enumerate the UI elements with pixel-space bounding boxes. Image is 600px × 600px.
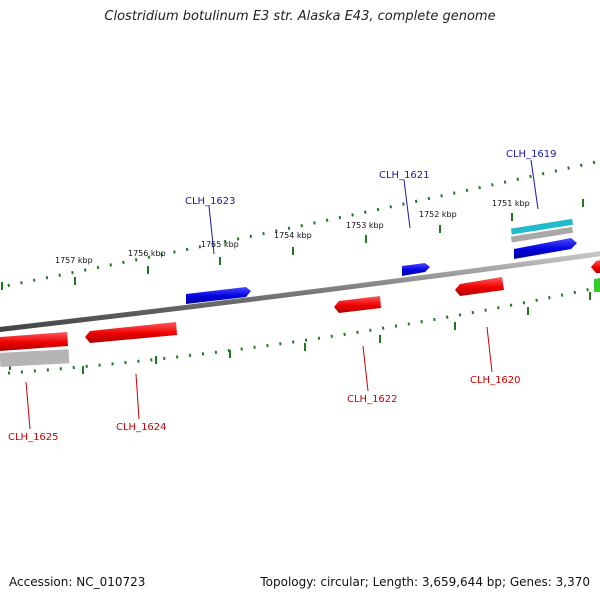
kbp-label: 1754 kbp [274, 231, 312, 240]
gene-label[interactable]: CLH_1619 [506, 149, 557, 160]
gene-label[interactable]: CLH_1624 [116, 422, 167, 433]
gene-label[interactable]: CLH_1620 [470, 375, 521, 386]
label-leaders-forward [208, 159, 539, 255]
rna-feature [510, 218, 574, 235]
gene-label[interactable]: CLH_1623 [185, 196, 236, 207]
gene-arrow[interactable] [455, 277, 504, 296]
gene-label[interactable]: CLH_1625 [8, 432, 59, 443]
kbp-label: 1753 kbp [346, 221, 384, 230]
genome-summary-text: Topology: circular; Length: 3,659,644 bp… [260, 575, 590, 589]
gene-arrow[interactable] [594, 278, 600, 292]
outer-tick-ring [0, 159, 600, 289]
kbp-label: 1755 kbp [201, 240, 239, 249]
gene-arrow[interactable] [334, 296, 381, 313]
gene-arrow[interactable] [402, 263, 430, 276]
pseudogene-bar [510, 226, 574, 243]
kbp-label: 1757 kbp [55, 256, 93, 265]
kbp-label: 1756 kbp [128, 249, 166, 258]
pseudogene-bar [0, 349, 70, 367]
gene-label[interactable]: CLH_1621 [379, 170, 430, 181]
map-title: Clostridium botulinum E3 str. Alaska E43… [104, 9, 496, 24]
kbp-label: 1751 kbp [492, 199, 530, 208]
inner-tick-ring [0, 285, 600, 376]
gene-arrow[interactable] [0, 332, 68, 351]
accession-text: Accession: NC_010723 [9, 575, 146, 589]
kbp-label: 1752 kbp [419, 210, 457, 219]
gene-arrow[interactable] [514, 238, 577, 259]
label-leaders-reverse [25, 326, 493, 430]
genome-backbone [0, 251, 600, 332]
gene-arrow[interactable] [186, 287, 251, 304]
gene-arrow[interactable] [85, 322, 177, 343]
gene-arrow[interactable] [591, 260, 600, 273]
gene-label[interactable]: CLH_1622 [347, 394, 398, 405]
kbp-labels: 1757 kbp 1756 kbp 1755 kbp 1754 kbp 1753… [55, 199, 530, 265]
